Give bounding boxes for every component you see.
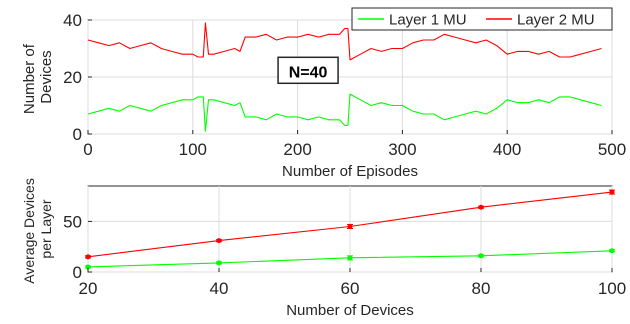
- devices-y-axis-label-line-2: per Layer: [38, 199, 54, 258]
- top-x-tick-label: 500: [598, 140, 626, 159]
- top-series-line-2: [87, 22, 602, 61]
- legend-label-2: Layer 2 MU: [517, 12, 595, 29]
- legend: Layer 1 MU Layer 2 MU: [351, 7, 613, 31]
- top-y-tick-label: 0: [73, 125, 82, 144]
- top-y-tick-label: 20: [63, 68, 82, 87]
- bot-data-point: [609, 248, 615, 254]
- top-y-tick-label: 40: [63, 11, 82, 30]
- top-x-tick-label: 300: [388, 140, 416, 159]
- top-x-tick-label: 200: [283, 140, 311, 159]
- n-annotation: N=40: [277, 56, 339, 85]
- bot-data-point: [609, 189, 615, 195]
- devices-grid: [87, 186, 613, 273]
- top-x-tick-label: 400: [493, 140, 521, 159]
- devices-y-axis-label-line-1: Average Devices: [21, 178, 37, 284]
- devices-x-axis-label: Number of Devices: [286, 302, 414, 319]
- episodes-y-axis-label-line-2: Devices: [38, 50, 55, 103]
- legend-label-1: Layer 1 MU: [389, 12, 467, 29]
- bot-y-tick-label: 0: [73, 263, 82, 282]
- bot-x-tick-label: 40: [210, 279, 229, 298]
- n-annotation-text: N=40: [289, 64, 328, 81]
- legend-box: [351, 7, 613, 31]
- bot-data-point: [85, 264, 91, 270]
- bot-data-point: [216, 260, 222, 266]
- bot-x-tick-label: 20: [79, 279, 98, 298]
- episodes-y-axis-label: Number of Devices: [21, 40, 55, 114]
- bot-x-tick-label: 80: [472, 279, 491, 298]
- bot-data-point: [478, 253, 484, 259]
- bot-data-point: [216, 238, 222, 244]
- bot-data-point: [347, 223, 353, 229]
- bot-data-point: [85, 254, 91, 260]
- bot-data-point: [478, 204, 484, 210]
- episodes-y-axis-label-line-1: Number of: [21, 43, 38, 114]
- devices-y-axis-label: Average Devices per Layer: [21, 174, 54, 283]
- episodes-series: [87, 22, 602, 132]
- bot-y-tick-label: 50: [63, 213, 82, 232]
- top-x-tick-label: 100: [179, 140, 207, 159]
- bot-data-point: [347, 255, 353, 261]
- n-annotation-box: [277, 56, 339, 85]
- episodes-x-axis-label: Number of Episodes: [282, 163, 418, 180]
- bot-x-tick-label: 100: [598, 279, 626, 298]
- devices-ticks: 20 40 60 80 100 0 50: [63, 213, 626, 298]
- top-series-line-1: [87, 93, 602, 132]
- devices-series: [85, 189, 615, 270]
- devices-chart: 20 40 60 80 100 0 50 Number of Devices Average…: [21, 174, 626, 319]
- bot-x-tick-label: 60: [341, 279, 360, 298]
- top-x-tick-label: 0: [83, 140, 92, 159]
- episodes-ticks: 0 100 200 300 400 500 0 20 40: [63, 11, 626, 159]
- episodes-chart: 0 100 200 300 400 500 0 20 40 Number of Episodes…: [21, 7, 626, 180]
